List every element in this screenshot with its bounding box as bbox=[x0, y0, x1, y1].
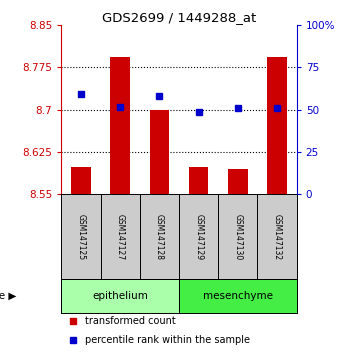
Title: GDS2699 / 1449288_at: GDS2699 / 1449288_at bbox=[102, 11, 256, 24]
Text: GSM147129: GSM147129 bbox=[194, 214, 203, 260]
Text: tissue ▶: tissue ▶ bbox=[0, 291, 17, 301]
Text: GSM147128: GSM147128 bbox=[155, 214, 164, 260]
Bar bbox=[228, 170, 248, 194]
Text: GSM147130: GSM147130 bbox=[233, 213, 242, 260]
Text: GSM147127: GSM147127 bbox=[116, 214, 125, 260]
Text: GSM147132: GSM147132 bbox=[272, 214, 282, 260]
Bar bbox=[71, 167, 91, 194]
Bar bbox=[150, 109, 169, 194]
Text: mesenchyme: mesenchyme bbox=[203, 291, 273, 301]
Bar bbox=[110, 57, 130, 194]
Text: epithelium: epithelium bbox=[92, 291, 148, 301]
Bar bbox=[179, 279, 297, 313]
Bar bbox=[61, 279, 179, 313]
Text: percentile rank within the sample: percentile rank within the sample bbox=[85, 335, 250, 345]
Text: transformed count: transformed count bbox=[85, 316, 176, 326]
Bar bbox=[267, 57, 287, 194]
Bar bbox=[189, 167, 208, 194]
Text: GSM147125: GSM147125 bbox=[76, 214, 86, 260]
